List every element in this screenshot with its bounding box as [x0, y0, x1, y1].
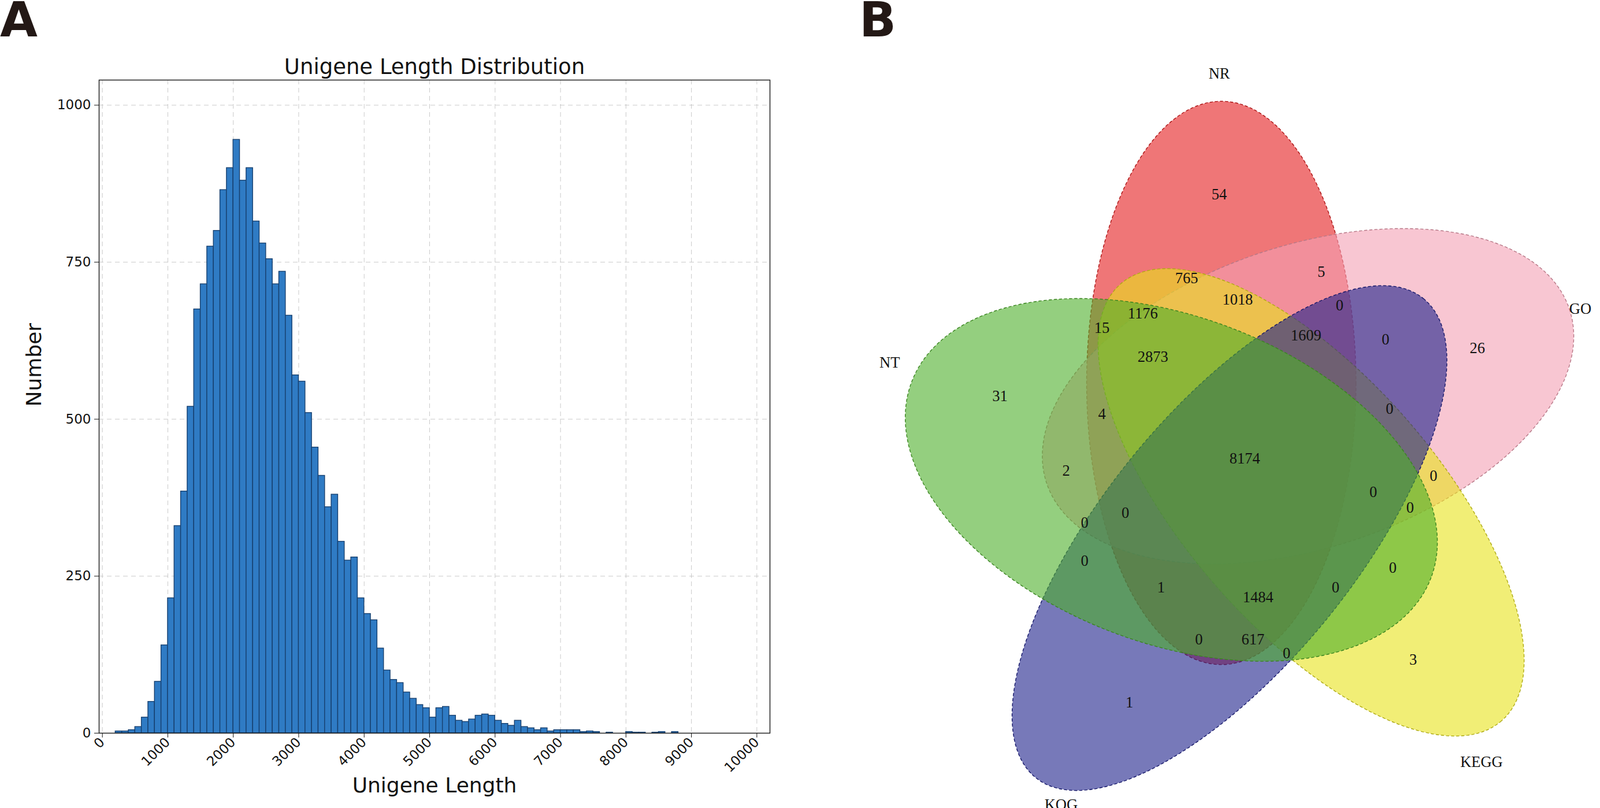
svg-text:0: 0	[1369, 483, 1377, 501]
svg-text:1176: 1176	[1127, 304, 1158, 322]
svg-text:0: 0	[1389, 558, 1397, 577]
svg-text:1000: 1000	[138, 734, 173, 770]
svg-text:0: 0	[1121, 503, 1130, 522]
svg-text:3000: 3000	[269, 734, 304, 770]
svg-text:1: 1	[1157, 578, 1165, 596]
svg-text:0: 0	[1381, 330, 1390, 348]
svg-text:0: 0	[1331, 578, 1340, 596]
svg-text:1018: 1018	[1222, 290, 1253, 308]
svg-text:6000: 6000	[465, 734, 501, 770]
svg-text:0: 0	[90, 734, 108, 752]
svg-text:1: 1	[1125, 693, 1134, 711]
svg-text:Number: Number	[21, 323, 46, 407]
svg-text:Unigene Length: Unigene Length	[352, 773, 518, 797]
svg-text:2873: 2873	[1137, 347, 1169, 366]
svg-text:7000: 7000	[531, 734, 566, 770]
svg-text:1609: 1609	[1290, 326, 1322, 344]
svg-text:4000: 4000	[334, 734, 370, 770]
svg-text:9000: 9000	[662, 734, 697, 770]
svg-text:0: 0	[1080, 551, 1089, 570]
svg-text:0: 0	[1080, 513, 1089, 532]
svg-text:26: 26	[1469, 339, 1486, 358]
svg-text:10000: 10000	[721, 734, 762, 775]
svg-text:0: 0	[1385, 399, 1394, 418]
svg-text:4: 4	[1097, 405, 1106, 423]
svg-text:2000: 2000	[203, 734, 239, 770]
svg-text:8174: 8174	[1229, 449, 1261, 467]
svg-text:NT: NT	[879, 353, 900, 371]
svg-text:0: 0	[82, 725, 92, 741]
svg-text:0: 0	[1194, 630, 1203, 648]
svg-text:250: 250	[65, 568, 92, 584]
svg-text:KOG: KOG	[1044, 795, 1078, 808]
svg-text:0: 0	[1406, 498, 1414, 516]
svg-text:KEGG: KEGG	[1460, 752, 1503, 771]
svg-text:8000: 8000	[596, 734, 631, 770]
svg-text:5000: 5000	[399, 734, 435, 770]
svg-text:5: 5	[1317, 262, 1325, 281]
svg-text:1484: 1484	[1242, 588, 1274, 606]
svg-text:Unigene Length Distribution: Unigene Length Distribution	[284, 54, 585, 80]
svg-text:NR: NR	[1208, 65, 1231, 83]
svg-text:GO: GO	[1569, 299, 1592, 318]
svg-text:2: 2	[1062, 461, 1071, 480]
svg-text:617: 617	[1241, 630, 1265, 648]
svg-text:31: 31	[992, 387, 1008, 405]
svg-text:1000: 1000	[57, 97, 92, 113]
svg-text:3: 3	[1409, 650, 1417, 668]
svg-text:750: 750	[65, 254, 92, 270]
svg-text:0: 0	[1335, 296, 1344, 314]
svg-text:15: 15	[1094, 318, 1110, 337]
svg-text:54: 54	[1211, 185, 1227, 203]
svg-text:500: 500	[65, 411, 92, 427]
svg-text:765: 765	[1175, 269, 1199, 287]
svg-text:0: 0	[1282, 644, 1291, 662]
svg-text:0: 0	[1429, 466, 1438, 485]
